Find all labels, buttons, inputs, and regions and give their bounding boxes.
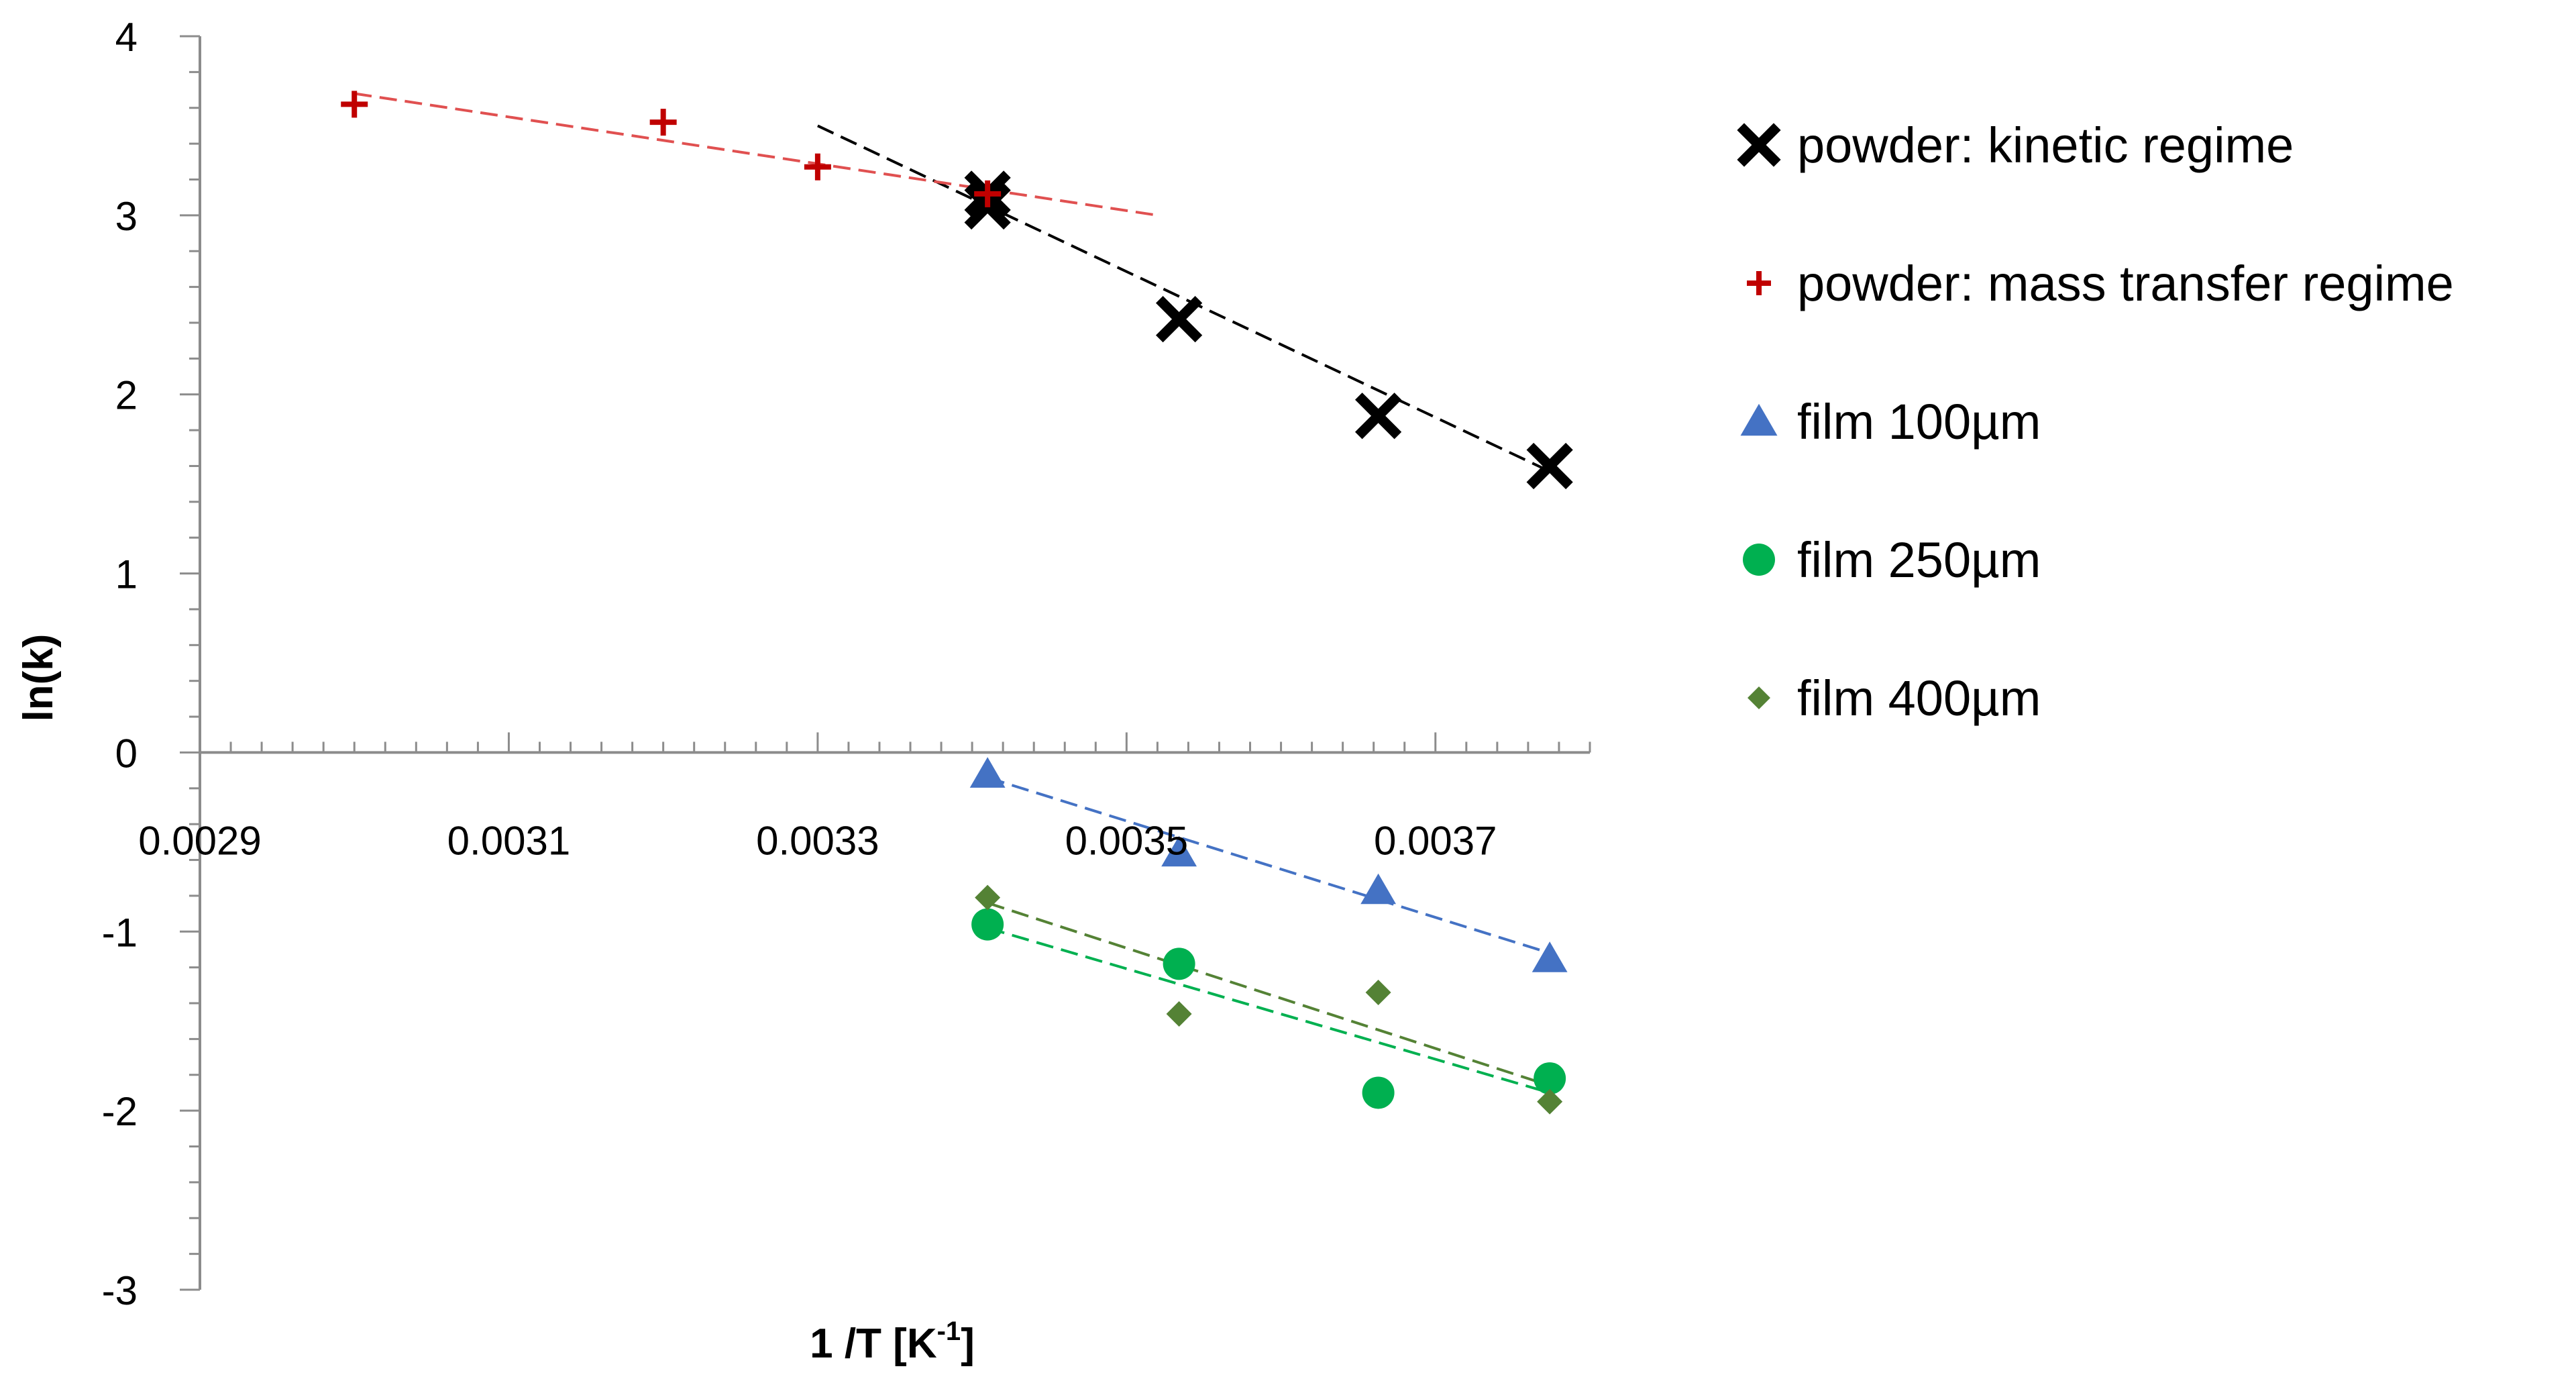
legend-entry-5: film 400µm [1748,670,2041,726]
legend-marker [1743,544,1775,576]
point-series-4 [1534,1062,1566,1095]
y-axis-title: ln(k) [15,634,62,722]
y-tick-label: -3 [102,1268,138,1313]
y-tick-label: -2 [102,1089,138,1134]
legend-label: film 250µm [1797,532,2041,588]
point-series-1 [1156,296,1203,343]
legend-marker [1748,686,1770,709]
point-series-5 [1537,1088,1563,1115]
x-tick-label: 0.0035 [1065,818,1189,863]
point-series-1 [1354,393,1402,440]
legend-label: film 100µm [1797,394,2041,450]
legend-entry-4: film 250µm [1743,532,2041,588]
legend-label: powder: kinetic regime [1797,117,2294,173]
point-series-2 [341,91,368,118]
trendline-series-4 [987,927,1550,1094]
legend-label: film 400µm [1797,670,2041,726]
point-series-2 [974,180,1002,207]
point-series-3 [969,757,1006,788]
y-tick-label: -1 [102,910,138,955]
marker-stroke [1526,442,1573,490]
x-axis-title: 1 /T [K-1] [810,1317,975,1367]
y-tick-label: 2 [115,373,138,418]
x-tick-label: 0.0031 [447,818,571,863]
tick-labels-layer: 4 3 2 1 0 -1 -2 -3 0.0029 0.0031 0.0033 0.0035 0.003… [102,15,1497,1313]
point-series-4 [1163,947,1195,980]
marker-stroke [1156,296,1203,343]
legend-marker [1747,271,1771,295]
point-series-4 [971,908,1004,941]
legend: powder: kinetic regime powder: mass trans… [1737,117,2454,726]
legend-marker [1737,123,1781,167]
y-tick-label: 3 [115,194,138,239]
axes-layer [180,35,1591,1291]
point-series-5 [1166,1001,1192,1027]
trendline-series-1 [817,124,1550,473]
legend-marker [1740,403,1778,436]
marker-stroke [1354,393,1402,440]
y-tick-label: 0 [115,731,138,776]
point-series-3 [1161,835,1197,867]
x-axis-title-end: ] [961,1321,975,1367]
point-series-1 [1526,442,1573,490]
point-series-5 [975,884,1001,911]
x-tick-label: 0.0037 [1374,818,1497,863]
point-series-2 [649,109,677,136]
point-series-5 [1365,980,1391,1006]
x-tick-label: 0.0033 [756,818,879,863]
points-layer [341,91,1573,1115]
trendline-series-2 [354,92,1158,217]
marker-stroke [1737,123,1781,167]
point-series-3 [1532,941,1568,972]
legend-entry-2: powder: mass transfer regime [1747,256,2454,311]
legend-entry-1: powder: kinetic regime [1737,117,2294,173]
y-tick-label: 1 [115,552,138,597]
trendline-series-3 [987,776,1550,955]
y-tick-label: 4 [115,15,138,60]
trendlines-layer [354,92,1550,1094]
legend-entry-3: film 100µm [1740,394,2041,450]
x-tick-label: 0.0029 [138,818,262,863]
point-series-3 [1360,873,1396,905]
trendline-series-5 [987,901,1550,1087]
x-axis-title-superscript: -1 [937,1317,961,1346]
point-series-2 [804,153,831,181]
legend-label: powder: mass transfer regime [1797,256,2454,311]
point-series-4 [1362,1076,1395,1109]
